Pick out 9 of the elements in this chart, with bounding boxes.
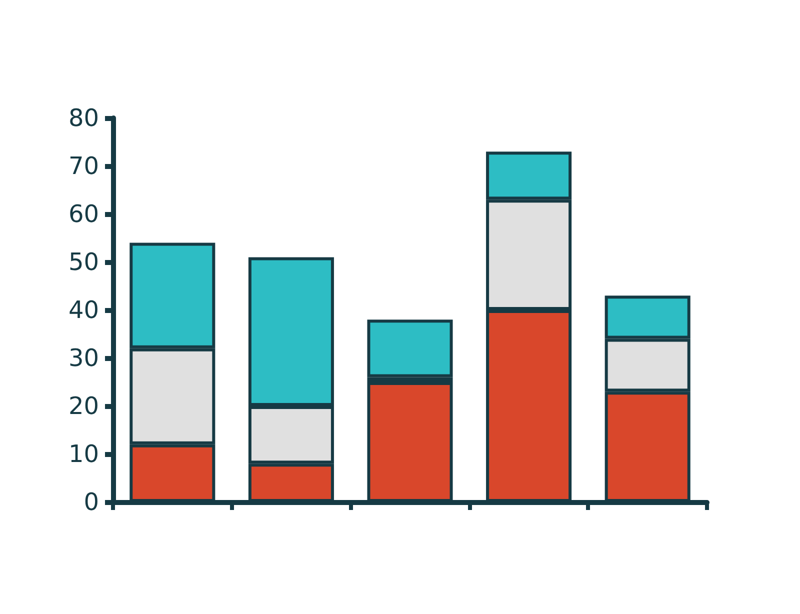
y-tick-label: 10 bbox=[68, 440, 99, 468]
y-tick-label: 40 bbox=[68, 296, 99, 324]
y-tick-label: 30 bbox=[68, 344, 99, 372]
y-tick-label: 70 bbox=[68, 152, 99, 180]
y-tick-label: 60 bbox=[68, 200, 99, 228]
y-tick-label: 50 bbox=[68, 248, 99, 276]
y-tick-label: 80 bbox=[68, 104, 99, 132]
y-tick-label: 0 bbox=[84, 488, 99, 516]
y-tick-label: 20 bbox=[68, 392, 99, 420]
